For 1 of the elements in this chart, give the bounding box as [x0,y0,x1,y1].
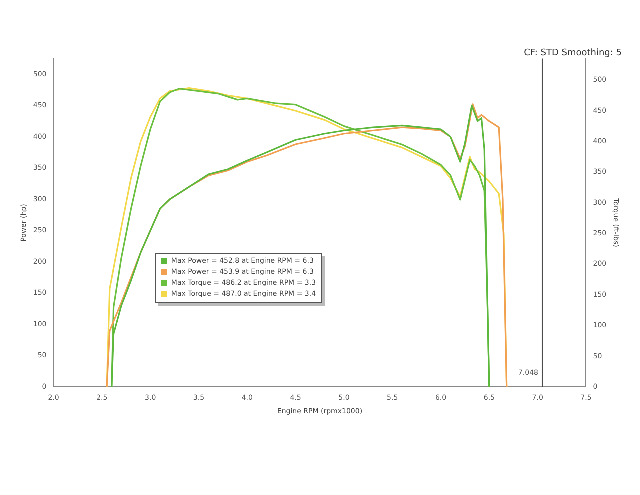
chart-subtitle: CF: STD Smoothing: 5 [524,48,622,59]
